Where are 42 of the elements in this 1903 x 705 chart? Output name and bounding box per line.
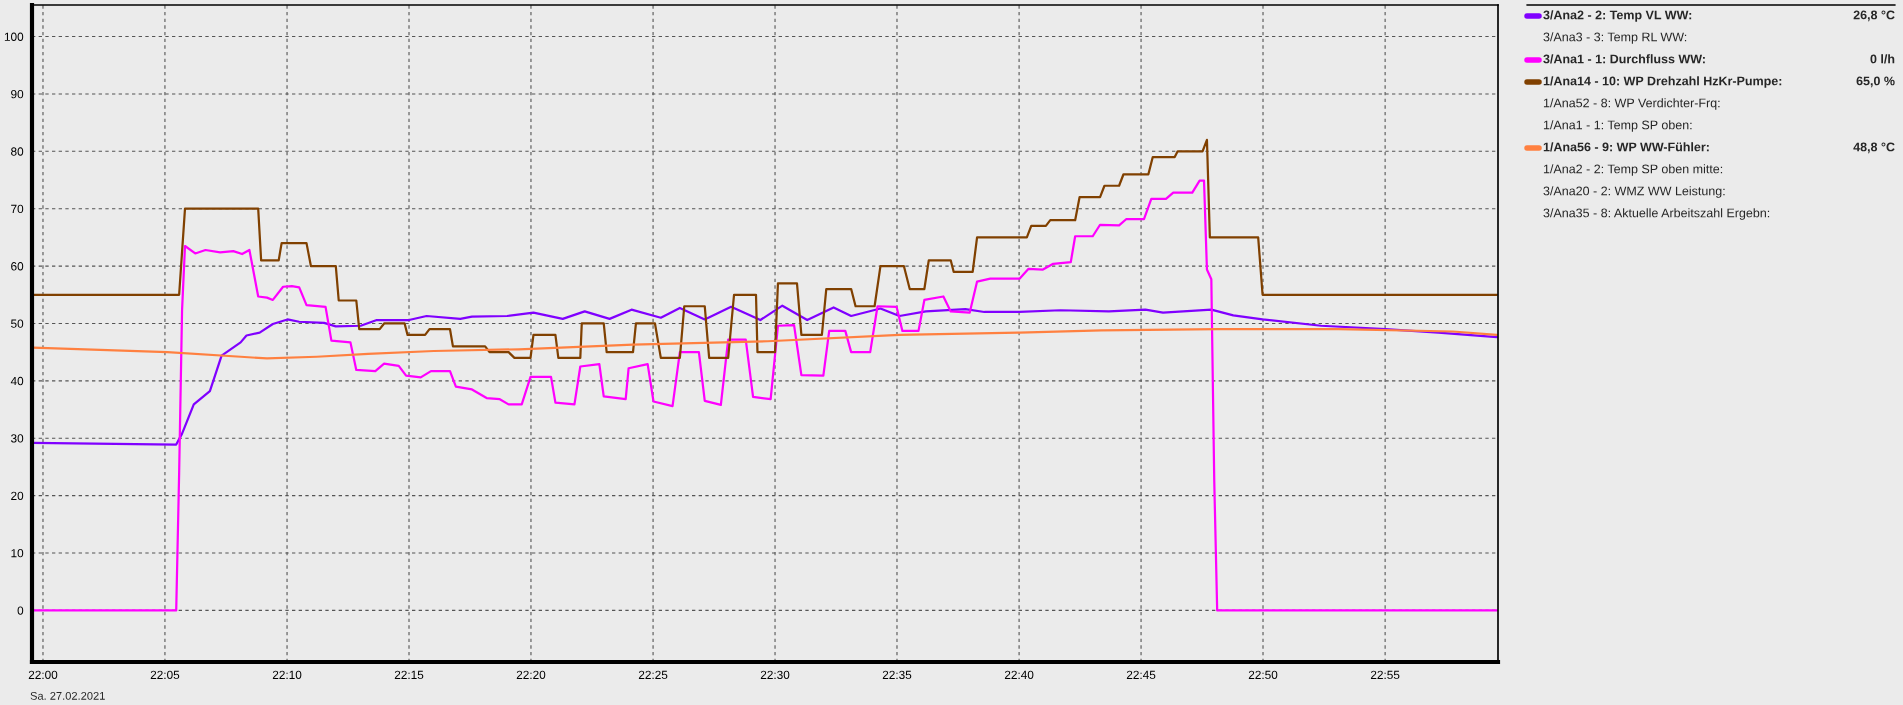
y-tick-label: 10 xyxy=(11,549,24,558)
text: 3/Ana3 - 3: Temp RL WW: xyxy=(1543,32,1687,44)
y-tick-label: 20 xyxy=(11,491,24,500)
y-tick-label: 70 xyxy=(11,204,24,214)
x-tick-label: 22:10 xyxy=(272,670,302,679)
x-tick-label: 22:55 xyxy=(1370,670,1400,679)
text: 0 l/h xyxy=(1870,54,1895,64)
line-series xyxy=(32,179,1498,612)
text: 1/Ana1 - 1: Temp SP oben: xyxy=(1543,120,1692,132)
line-series xyxy=(32,138,1498,359)
text: 48,8 °C xyxy=(1853,142,1895,154)
x-tick-label: 22:05 xyxy=(150,670,180,679)
text: 26,8 °C xyxy=(1853,10,1895,22)
y-tick-label: 80 xyxy=(11,147,24,156)
x-tick-label: 22:35 xyxy=(882,670,912,679)
legend-label: 1/Ana56 - 9: WP WW-Fühler: xyxy=(1543,142,1709,152)
text: 65,0 % xyxy=(1856,76,1895,88)
x-tick-label: 22:15 xyxy=(394,670,424,679)
y-tick-label: 30 xyxy=(10,434,24,443)
y-tick-label: 0 xyxy=(17,606,24,615)
legend-label: 1/Ana14 - 10: WP Drehzahl HzKr-Pumpe: xyxy=(1543,76,1782,88)
legend-label: 3/Ana1 - 1: Durchfluss WW: xyxy=(1543,54,1705,64)
x-tick-label: 22:50 xyxy=(1248,670,1278,679)
legend-label: 3/Ana2 - 2: Temp VL WW: xyxy=(1543,10,1692,22)
line-series xyxy=(32,304,1498,446)
text: 3/Ana35 - 8: Aktuelle Arbeitszahl Ergebn: xyxy=(1543,208,1770,220)
x-tick-label: 22:45 xyxy=(1126,670,1156,679)
text: Sa. 27.02.2021 xyxy=(30,691,105,700)
y-tick-label: 90 xyxy=(11,89,24,99)
line-series xyxy=(32,328,1498,360)
y-tick-label: 50 xyxy=(11,319,24,328)
text: 1/Ana2 - 2: Temp SP oben mitte: xyxy=(1543,164,1723,176)
y-tick-label: 60 xyxy=(11,262,24,271)
text: 3/Ana20 - 2: WMZ WW Leistung: xyxy=(1543,186,1725,198)
x-tick-label: 22:20 xyxy=(516,670,546,679)
x-tick-label: 22:25 xyxy=(638,670,668,679)
x-tick-label: 22:40 xyxy=(1004,670,1034,679)
text: 1/Ana52 - 8: WP Verdichter-Frq: xyxy=(1543,98,1720,110)
y-tick-label: 40 xyxy=(10,376,24,386)
y-tick-label: 100 xyxy=(4,32,24,41)
x-tick-label: 22:30 xyxy=(760,670,790,679)
x-tick-label: 22:00 xyxy=(28,670,58,679)
